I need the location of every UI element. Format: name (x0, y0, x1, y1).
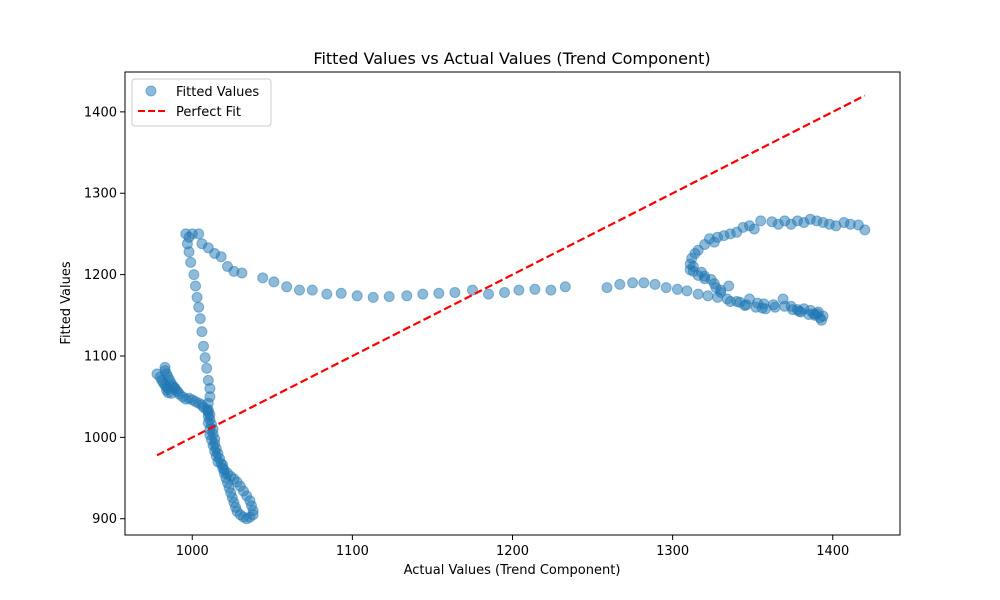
data-point (321, 288, 333, 300)
chart-title: Fitted Values vs Actual Values (Trend Co… (313, 49, 710, 68)
data-point (692, 288, 704, 300)
data-point (681, 285, 693, 297)
data-point (401, 290, 413, 302)
data-point (545, 284, 557, 296)
data-point (268, 276, 280, 288)
x-tick-label: 1100 (336, 544, 369, 559)
data-point (559, 281, 571, 293)
data-point (748, 223, 760, 235)
data-point (777, 293, 789, 305)
y-tick-label: 1200 (84, 268, 117, 283)
legend-label-fitted: Fitted Values (176, 85, 259, 100)
data-point (306, 284, 318, 296)
data-point (193, 301, 205, 313)
x-axis-title: Actual Values (Trend Component) (404, 563, 621, 578)
data-point (601, 282, 613, 294)
perfect-fit-line (156, 94, 866, 457)
plot-area (151, 94, 871, 525)
data-point (367, 291, 379, 303)
data-point (785, 300, 797, 312)
data-point (671, 283, 683, 295)
data-point (351, 290, 363, 302)
data-point (335, 287, 347, 299)
data-point (202, 374, 214, 386)
data-point (449, 287, 461, 298)
data-point (755, 215, 767, 227)
data-point (215, 251, 227, 263)
data-point (190, 280, 201, 292)
axis-ticks: 1000 1100 1200 1300 1400 900 1000 1100 1200 1300 1… (84, 105, 849, 559)
data-point (768, 299, 779, 311)
legend-label-perfect-fit: Perfect Fit (176, 105, 241, 120)
data-point (180, 228, 192, 240)
y-tick-label: 1100 (84, 349, 117, 364)
x-tick-label: 1000 (176, 544, 209, 559)
data-point (687, 261, 699, 272)
data-point (529, 283, 541, 295)
x-tick-label: 1300 (656, 544, 689, 559)
y-tick-label: 1000 (84, 431, 117, 446)
data-point (281, 281, 293, 293)
data-point (756, 302, 768, 314)
data-point (859, 224, 871, 236)
data-point (739, 300, 751, 311)
x-tick-label: 1400 (816, 544, 849, 559)
data-point (715, 284, 727, 296)
data-point (614, 278, 626, 290)
data-point (191, 291, 203, 303)
data-point (499, 287, 510, 298)
legend-box (131, 78, 272, 127)
data-point (708, 278, 720, 290)
data-point (695, 266, 707, 278)
legend-marker-fitted (145, 85, 157, 97)
data-point (660, 282, 672, 294)
y-tick-label: 1300 (84, 187, 117, 202)
data-point (199, 352, 211, 364)
y-axis-title: Fitted Values (59, 261, 74, 344)
data-point (513, 284, 525, 296)
data-point (724, 296, 736, 307)
data-point (185, 256, 197, 268)
data-point (483, 288, 494, 300)
legend: Fitted Values Perfect Fit (131, 78, 272, 127)
data-point (417, 288, 429, 300)
data-point (236, 267, 248, 279)
data-point (383, 291, 395, 303)
data-point (638, 277, 650, 289)
data-point (201, 362, 213, 374)
y-tick-label: 1400 (84, 105, 117, 120)
data-point (649, 278, 661, 290)
data-point (627, 277, 639, 289)
data-point (433, 287, 445, 299)
data-point (793, 305, 805, 317)
data-point (194, 313, 206, 325)
data-point (702, 290, 714, 302)
x-tick-label: 1200 (496, 544, 529, 559)
data-point (257, 272, 269, 284)
data-point (193, 228, 205, 240)
y-tick-label: 900 (92, 512, 117, 527)
data-point (198, 340, 209, 352)
data-point (188, 269, 200, 281)
data-point (294, 284, 305, 296)
data-point (812, 306, 824, 318)
data-point (196, 326, 208, 338)
